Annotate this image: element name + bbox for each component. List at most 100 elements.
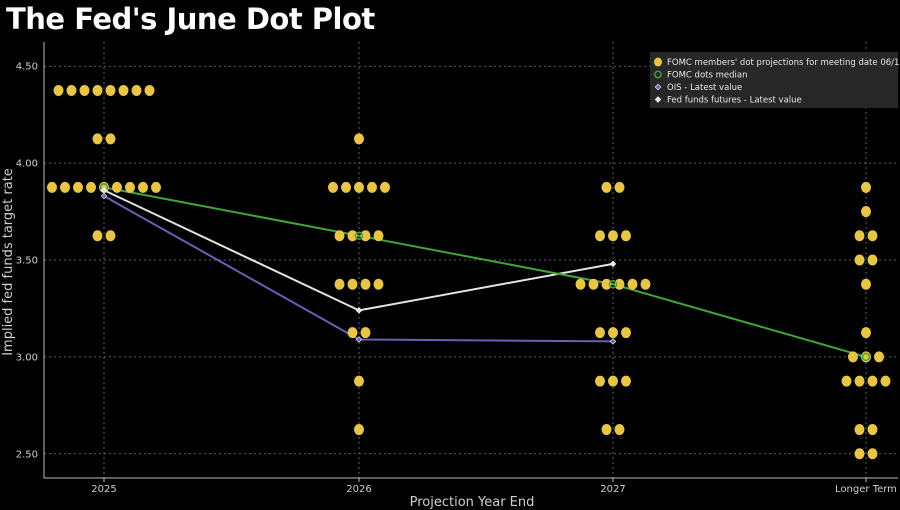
fomc-dot [354,133,364,145]
fomc-dot [118,84,129,96]
fomc-dot [47,181,57,193]
legend-label: FOMC members' dot projections for meetin… [667,58,900,68]
x-tick-label: Longer Term [835,484,897,495]
fomc-dot [848,351,858,363]
fomc-dot [60,181,70,193]
fomc-dot [105,84,116,96]
futures-marker [355,307,363,314]
legend-box [650,52,898,108]
fomc-dot [601,424,612,436]
fomc-dot [373,230,384,242]
fomc-dot [614,278,625,290]
fomc-dot [125,181,135,193]
fomc-dot [861,206,871,218]
fomc-dot [627,278,638,290]
median-line [103,186,867,358]
fomc-dot [92,230,103,242]
fomc-dot [360,327,371,339]
futures-marker [100,187,108,194]
fomc-dot [601,181,612,193]
ois-marker [609,338,617,345]
fomc-dot [360,278,371,290]
x-tick-label: 2026 [346,484,371,495]
y-tick-label: 4.50 [16,62,38,73]
fomc-dot [373,278,384,290]
median-marker [608,279,618,289]
y-axis-title: Implied fed funds target rate [1,168,16,356]
x-axis-title: Projection Year End [410,495,535,510]
fomc-dot [861,327,871,339]
fomc-dot [112,181,122,193]
median-marker [861,352,871,362]
fomc-dot [380,181,390,193]
fomc-dot [360,230,371,242]
fomc-dot [138,181,148,193]
legend-diamond-icon [654,83,662,91]
dot-projections [47,84,891,460]
y-tick-label: 2.50 [16,449,38,460]
fomc-dot [640,278,651,290]
fomc-dot [354,181,364,193]
fomc-dot [867,448,878,460]
fomc-dot [621,230,631,242]
fomc-dot [880,375,891,387]
fomc-dot [131,84,142,96]
fomc-dot [874,351,884,363]
fomc-dot [621,327,631,339]
fomc-dot [347,230,358,242]
axes: 4.50 4.00 3.50 3.00 2.50 2025 2026 2027 Longer T… [16,42,898,495]
fomc-dot [608,375,618,387]
legend-label: Fed funds futures - Latest value [667,96,802,106]
fomc-dot [341,181,351,193]
ois-marker [355,336,363,343]
fomc-dot [53,84,64,96]
legend: FOMC members' dot projections for meetin… [650,52,900,108]
fomc-dot [334,278,345,290]
legend-dot-icon [654,57,662,67]
fomc-dot [347,327,358,339]
y-tick-label: 3.00 [16,352,38,363]
fomc-dot [867,424,878,436]
fomc-dot [601,278,612,290]
fomc-dot [105,230,116,242]
fomc-dot [861,181,871,193]
fomc-dot [73,181,83,193]
fomc-dot [334,230,345,242]
legend-label: OIS - Latest value [667,83,742,93]
fomc-dot [144,84,155,96]
chart-title: The Fed's June Dot Plot [6,2,375,36]
fomc-dot [854,254,865,266]
futures-line [103,189,614,312]
fomc-dot [867,375,878,387]
fomc-dot [66,84,77,96]
fomc-dot [841,375,852,387]
fomc-dot [595,375,605,387]
x-tick-label: 2027 [600,484,625,495]
fomc-dot [354,424,364,436]
fomc-dot [614,424,625,436]
legend-diamond-icon [654,96,662,103]
fomc-dot [588,278,599,290]
legend-circle-icon [654,70,662,79]
fomc-dot [92,133,103,145]
x-tick-label: 2025 [91,484,116,495]
fomc-dot [595,230,605,242]
fomc-dot [92,84,103,96]
fomc-dot [347,278,358,290]
fomc-dot [575,278,586,290]
y-tick-label: 4.00 [16,159,38,170]
futures-marker [609,260,617,268]
y-tick-label: 3.50 [16,256,38,267]
ois-marker [100,192,108,200]
fomc-dot [328,181,338,193]
fomc-dot [151,181,161,193]
fomc-dot [105,133,116,145]
fomc-dot [595,327,605,339]
median-marker [354,231,364,241]
fomc-dot [867,254,878,266]
series-lines [103,186,867,358]
series-markers [99,183,871,362]
fomc-dot [79,84,90,96]
fomc-dot [608,327,618,339]
